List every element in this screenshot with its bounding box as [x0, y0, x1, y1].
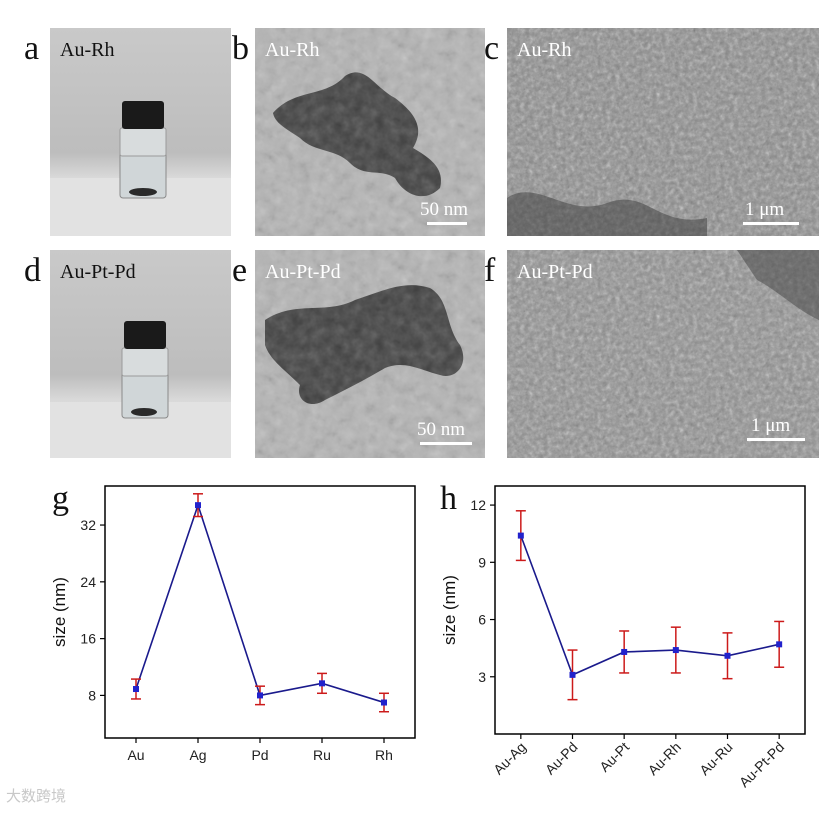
scale-bar — [743, 222, 799, 225]
x-tick-label: Pd — [251, 747, 268, 763]
data-point — [672, 647, 679, 654]
y-tick-label: 3 — [478, 669, 486, 685]
y-axis-label: size (nm) — [440, 575, 459, 645]
data-point — [257, 692, 263, 699]
x-tick-label: Au-Ru — [696, 739, 735, 778]
panel-letter-a: a — [24, 30, 40, 67]
plot-frame — [494, 485, 806, 735]
panel-letter-d: d — [24, 252, 41, 289]
y-tick-label: 16 — [80, 631, 96, 647]
panel-letter-f: f — [484, 252, 496, 289]
vial-photo-au-rh: Au-Rh — [50, 28, 231, 236]
tem-image-au-pt-pd: Au-Pt-Pd 50 nm — [255, 250, 485, 458]
size-chart-h: 3 6 9 12 size (nm) Au-Ag Au-Pd Au-Pt Au-Rh Au-Ru A… — [440, 485, 806, 790]
x-tick-label: Au-Pd — [542, 739, 581, 778]
scale-bar — [420, 442, 472, 445]
x-tick-label: Rh — [375, 747, 393, 763]
tem-image-au-rh: Au-Rh 50 nm — [255, 28, 485, 236]
panel-letter-e: e — [232, 252, 248, 289]
x-tick-label: Au-Ag — [490, 739, 529, 778]
y-tick-label: 32 — [80, 517, 96, 533]
y-axis-label: size (nm) — [50, 577, 69, 647]
watermark: 大数跨境 — [6, 787, 67, 805]
series-line — [135, 502, 385, 704]
data-point — [133, 686, 139, 693]
vial-icon — [50, 101, 231, 236]
sem-texture — [507, 250, 819, 458]
x-tick-label: Au — [127, 747, 144, 763]
data-point — [621, 648, 628, 655]
sample-label: Au-Rh — [265, 39, 320, 61]
series-line — [520, 535, 780, 676]
panel-letter-h: h — [440, 480, 457, 517]
tem-texture — [255, 28, 485, 236]
data-point — [724, 652, 731, 659]
sem-image-au-pt-pd: Au-Pt-Pd 1 μm — [507, 250, 819, 458]
scale-bar-label: 1 μm — [745, 199, 785, 220]
scale-bar-label: 1 μm — [751, 415, 791, 436]
vial-icon — [50, 321, 231, 458]
panel-letter-c: c — [484, 30, 500, 67]
scale-bar — [427, 222, 467, 225]
x-tick-label: Ru — [313, 747, 331, 763]
sample-label: Au-Pt-Pd — [60, 261, 136, 283]
data-point — [569, 671, 576, 678]
y-tick-label: 24 — [80, 574, 96, 590]
data-point — [195, 502, 201, 509]
sem-texture — [507, 28, 819, 236]
size-chart-g: 8 16 24 32 size (nm) Au Ag Pd Ru Rh — [50, 485, 416, 763]
data-point — [381, 699, 387, 706]
panel-letter-b: b — [232, 30, 249, 67]
sample-label: Au-Rh — [60, 39, 115, 61]
scale-bar-label: 50 nm — [417, 419, 466, 440]
data-point — [319, 680, 325, 687]
scale-bar-label: 50 nm — [420, 199, 469, 220]
sample-label: Au-Rh — [517, 39, 572, 61]
sample-label: Au-Pt-Pd — [265, 261, 341, 283]
sample-label: Au-Pt-Pd — [517, 261, 593, 283]
x-tick-label: Au-Pt-Pd — [736, 739, 787, 790]
vial-photo-au-pt-pd: Au-Pt-Pd — [50, 250, 231, 458]
data-point — [776, 641, 783, 648]
y-tick-label: 12 — [470, 497, 486, 513]
data-point — [517, 532, 524, 539]
sem-image-au-rh: Au-Rh 1 μm — [507, 28, 819, 236]
y-tick-label: 8 — [88, 687, 96, 703]
y-tick-label: 9 — [478, 554, 486, 570]
x-tick-label: Ag — [189, 747, 206, 763]
scale-bar — [747, 438, 805, 441]
y-tick-label: 6 — [478, 612, 486, 628]
x-tick-label: Au-Pt — [596, 739, 632, 775]
x-tick-label: Au-Rh — [645, 739, 684, 778]
panel-letter-g: g — [52, 480, 69, 517]
tem-texture — [255, 250, 485, 458]
